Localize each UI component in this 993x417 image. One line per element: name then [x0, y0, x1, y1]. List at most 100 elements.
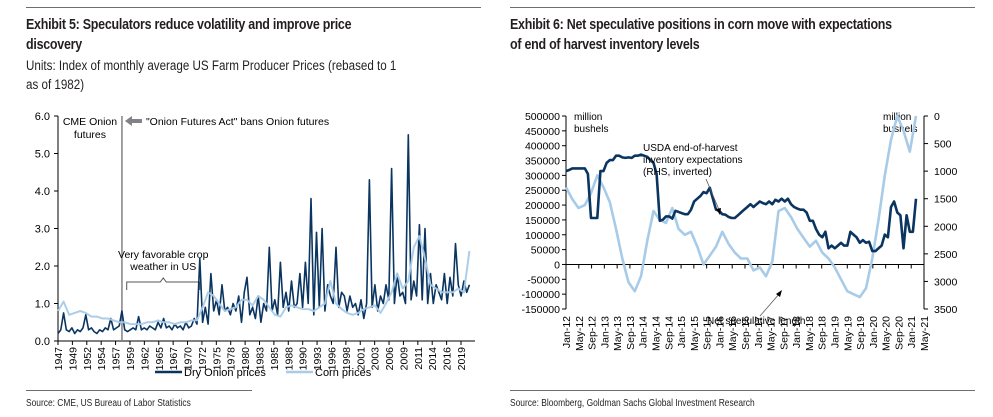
legend-label-corn: Corn prices	[315, 367, 372, 379]
right-y-tick-label: 500	[934, 139, 952, 151]
x-tick-label: 1967	[168, 347, 180, 371]
x-tick-label: Jan-14	[638, 316, 650, 348]
cme-onion-annotation-line-2: futures	[74, 129, 106, 141]
right-y-tick-label: 0	[934, 111, 940, 123]
inventory-annotation-arrow	[705, 178, 721, 213]
x-tick-label: Sep-18	[817, 316, 829, 350]
exhibit-6-source: Source: Bloomberg, Goldman Sachs Global …	[510, 397, 755, 409]
y-tick-label: 2.0	[35, 261, 50, 273]
legend-label-onion: Dry Onion prices	[184, 367, 266, 379]
left-unit-label-line-2: bushels	[574, 124, 608, 135]
x-tick-label: May-20	[881, 316, 893, 351]
right-y-tick-label: 2500	[934, 249, 958, 261]
left-y-tick-label: 250000	[525, 185, 560, 197]
left-y-tick-label: 0	[554, 259, 560, 271]
bottom-rule	[510, 390, 975, 391]
x-tick-label: Jan-20	[868, 316, 880, 348]
y-tick-label: 6.0	[35, 111, 50, 123]
x-tick-label: 1962	[139, 347, 151, 371]
onion-price-line	[57, 133, 471, 335]
right-unit-label-line-2: bushels	[883, 124, 917, 135]
x-tick-label: 1993	[312, 347, 324, 371]
x-tick-label: Sep-15	[702, 316, 714, 350]
arrowhead-icon	[716, 208, 721, 215]
x-tick-label: 1998	[341, 347, 353, 371]
x-tick-label: 1972	[197, 347, 209, 371]
cme-onion-annotation-line-1: CME Onion	[63, 116, 117, 128]
futures-act-annotation: "Onion Futures Act" bans Onion futures	[146, 116, 329, 128]
right-y-tick-label: 1000	[934, 166, 958, 178]
x-tick-label: May-13	[612, 316, 624, 351]
x-tick-label: 1947	[53, 347, 65, 371]
exhibit-5-panel: Exhibit 5: Speculators reduce volatility…	[26, 7, 481, 409]
x-tick-label: 2011	[413, 347, 425, 370]
x-tick-label: Jan-21	[906, 316, 918, 348]
x-tick-label: 1983	[255, 347, 267, 371]
x-tick-label: May-18	[804, 316, 816, 351]
left-unit-label-line-1: million	[574, 112, 602, 123]
x-tick-label: 1975	[211, 347, 223, 371]
x-tick-label: Jan-19	[830, 316, 842, 348]
left-y-tick-label: 450000	[525, 126, 560, 138]
exhibit-5-title-line-1: Exhibit 5: Speculators reduce volatility…	[26, 17, 352, 33]
y-tick-label: 5.0	[35, 149, 50, 161]
x-tick-label: 2019	[456, 347, 468, 371]
left-y-tick-label: 150000	[525, 215, 560, 227]
x-tick-label: 1996	[326, 347, 338, 371]
inventory-annotation-line-1: USDA end-of-harvest	[643, 143, 738, 154]
x-tick-label: 1990	[298, 347, 310, 371]
left-y-tick-label: 350000	[525, 156, 560, 168]
x-tick-label: Sep-20	[893, 316, 905, 350]
x-tick-label: May-16	[727, 316, 739, 351]
x-tick-label: May-14	[651, 316, 663, 351]
left-y-tick-label: 100000	[525, 230, 560, 242]
left-y-tick-label: -100000	[521, 289, 560, 301]
exhibit-5-subtitle-line-2: as of 1982)	[26, 77, 85, 92]
x-tick-label: Jan-13	[599, 316, 611, 348]
x-tick-label: Jan-16	[714, 316, 726, 348]
left-y-tick-label: 200000	[525, 200, 560, 212]
exhibit-6-title-line-1: Exhibit 6: Net speculative positions in …	[510, 17, 892, 33]
x-tick-label: Sep-16	[740, 316, 752, 350]
x-tick-label: 1957	[111, 347, 123, 371]
x-tick-label: May-19	[842, 316, 854, 351]
exhibit-5-source: Source: CME, US Bureau of Labor Statisti…	[26, 397, 191, 409]
x-tick-label: 1978	[226, 347, 238, 371]
x-tick-label: Sep-13	[625, 316, 637, 350]
x-tick-label: Sep-14	[663, 316, 675, 350]
x-tick-label: 2001	[355, 347, 367, 371]
x-tick-label: Jan-12	[561, 316, 573, 348]
y-tick-label: 0.0	[35, 336, 50, 348]
x-tick-label: 1954	[96, 347, 108, 371]
x-tick-label: Sep-19	[855, 316, 867, 350]
x-tick-label: 1970	[183, 347, 195, 371]
x-tick-label: Sep-12	[587, 316, 599, 350]
x-tick-label: 2009	[398, 347, 410, 371]
x-tick-label: Sep-17	[778, 316, 790, 350]
right-y-tick-label: 3500	[934, 304, 958, 316]
y-tick-label: 4.0	[35, 186, 50, 198]
weather-bracket	[126, 277, 201, 290]
y-tick-label: 3.0	[35, 224, 50, 236]
x-tick-label: 2014	[427, 347, 439, 371]
arrowhead-icon	[776, 290, 782, 297]
spec-annotation: Net speculative length	[707, 316, 805, 327]
x-tick-label: 1985	[269, 347, 281, 371]
y-tick-label: 1.0	[35, 299, 50, 311]
x-tick-label: May-21	[919, 316, 931, 351]
left-y-tick-label: 500000	[525, 111, 560, 123]
top-rule	[510, 7, 975, 8]
x-tick-label: May-15	[689, 316, 701, 351]
exhibit-6-chart: -150000 -100000 -50000 0 50000 100000 150000 20…	[521, 111, 958, 351]
spec-annotation-arrow	[759, 292, 781, 317]
weather-annotation-line-2: weather in US	[129, 261, 196, 273]
x-tick-label: Jan-17	[753, 316, 765, 348]
x-tick-label: Jan-15	[676, 316, 688, 348]
left-y-tick-label: 400000	[525, 141, 560, 153]
x-tick-label: May-17	[766, 316, 778, 351]
exhibit-5-subtitle-line-1: Units: Index of monthly average US Farm …	[26, 58, 397, 73]
net-speculative-length-line	[564, 114, 918, 299]
x-tick-label: 2006	[384, 347, 396, 371]
inventory-annotation-line-2: inventory expectations	[643, 155, 743, 166]
